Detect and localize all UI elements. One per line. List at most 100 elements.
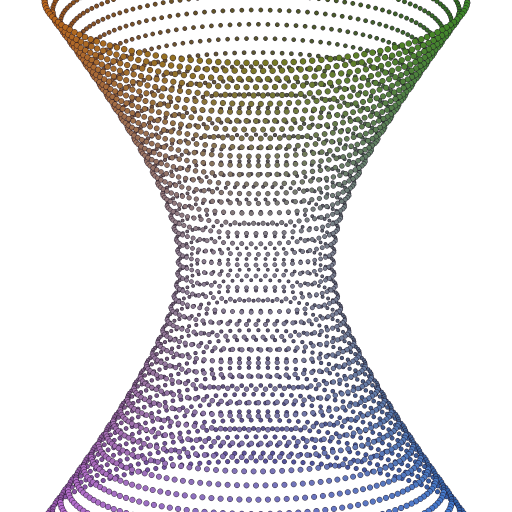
surface-point [293,152,299,158]
surface-point [304,133,311,139]
surface-point [340,329,346,334]
surface-point [403,69,410,77]
surface-point [319,422,325,429]
surface-point [294,307,300,313]
surface-point [316,137,321,142]
surface-point [309,237,315,242]
surface-point [246,92,252,97]
surface-point [342,339,347,344]
surface-point [129,481,136,488]
surface-point [207,339,212,345]
surface-point [206,460,212,466]
surface-point [248,100,255,107]
surface-point [353,146,358,152]
surface-point [353,30,358,36]
surface-point [316,195,322,202]
surface-point [313,451,319,457]
surface-point [162,382,168,388]
surface-point [256,252,261,257]
surface-point [274,412,280,419]
surface-point [252,59,260,67]
surface-point [314,202,319,207]
surface-point [263,262,268,268]
surface-point [82,40,90,48]
surface-point [241,334,247,340]
surface-point [347,118,354,124]
surface-point [208,151,215,158]
surface-point [311,73,318,80]
surface-point [376,496,383,503]
surface-point [312,445,318,450]
surface-point [246,191,252,197]
surface-point [195,268,200,274]
surface-point [325,223,331,228]
surface-point [265,328,270,333]
surface-point [255,162,262,169]
surface-point [229,383,235,389]
surface-point [251,50,256,55]
surface-point [357,132,363,139]
surface-point [87,49,94,56]
surface-point [244,273,249,279]
surface-point [304,331,310,337]
surface-point [336,103,343,110]
surface-point [206,187,211,192]
surface-point [215,186,220,191]
surface-point [362,500,369,507]
surface-point [344,77,351,84]
surface-point [274,200,280,206]
surface-point [279,91,286,99]
surface-point [197,305,203,311]
surface-point [318,351,323,356]
surface-point [297,187,302,191]
surface-point [159,15,165,21]
surface-point [236,200,243,206]
surface-point [308,178,314,184]
surface-point [309,369,315,376]
surface-point [160,127,167,133]
surface-point [165,102,172,109]
surface-point [208,425,215,431]
surface-point [276,440,283,446]
surface-point [135,461,141,467]
surface-point [330,221,336,227]
surface-point [253,482,259,489]
surface-point [193,317,199,323]
surface-point [143,138,150,145]
surface-point [354,415,361,421]
surface-point [326,407,332,414]
surface-point [177,393,183,399]
surface-point [193,356,199,362]
surface-point [283,75,290,82]
surface-point [171,196,176,201]
surface-point [330,379,337,385]
surface-point [235,257,240,262]
surface-point [352,125,359,132]
surface-point [344,440,350,446]
surface-point [335,78,342,85]
surface-point [139,136,145,143]
surface-point [302,23,308,29]
surface-point [239,64,244,70]
surface-point [285,439,292,446]
surface-point [352,100,359,107]
surface-point [381,54,389,61]
surface-point [152,1,158,7]
surface-point [177,138,183,145]
surface-point [208,291,213,296]
surface-point [190,246,195,251]
surface-point [255,413,262,419]
surface-point [318,360,324,366]
surface-point [209,170,216,176]
surface-point [169,120,176,127]
surface-point [276,210,282,216]
surface-point [208,107,215,114]
surface-point [241,220,247,226]
surface-point [187,80,194,88]
surface-point [274,153,281,159]
surface-point [300,402,306,408]
surface-point [374,35,380,41]
surface-point [173,27,179,33]
surface-point [319,245,325,251]
surface-point [301,188,307,194]
